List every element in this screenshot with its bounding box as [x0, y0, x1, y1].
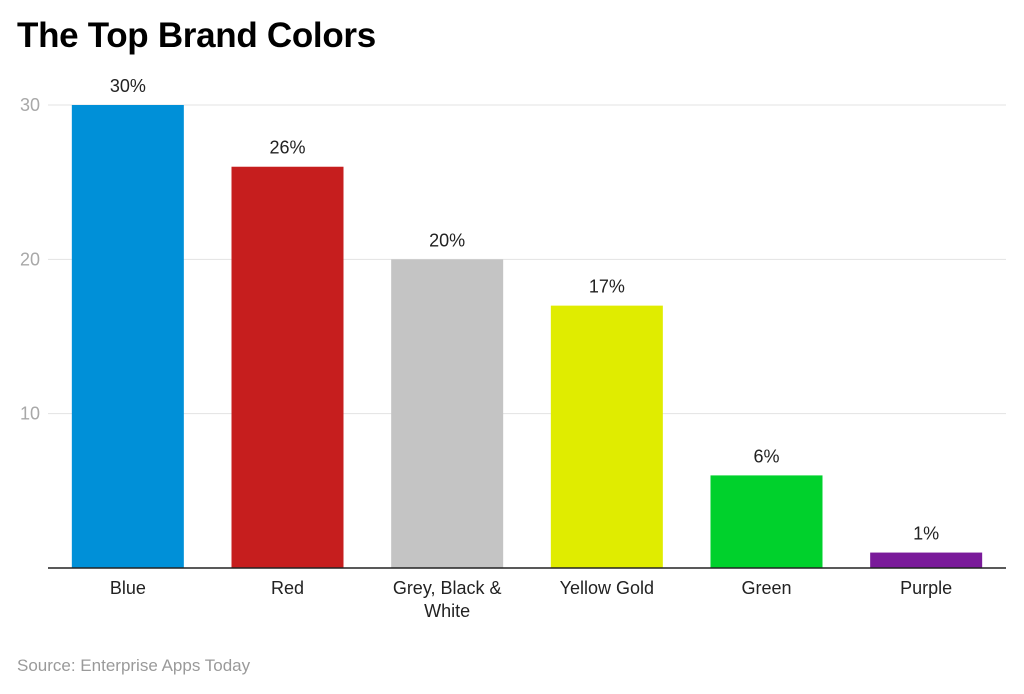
bar-yellow-gold: [550, 305, 663, 568]
bar-green: [710, 475, 823, 568]
data-label: 26%: [269, 138, 305, 158]
x-tick-label: Purple: [900, 578, 952, 598]
x-tick-label: Green: [741, 578, 791, 598]
data-label: 1%: [913, 524, 939, 544]
data-label: 17%: [589, 277, 625, 297]
data-label: 30%: [110, 76, 146, 96]
x-tick-label: Red: [271, 578, 304, 598]
x-tick-label: Blue: [110, 578, 146, 598]
bar-red: [231, 166, 344, 568]
x-axis-ticks: Blue Red Grey, Black & White Yellow Gold Gree…: [110, 578, 952, 621]
bar-blue: [71, 105, 184, 568]
chart-title: The Top Brand Colors: [17, 16, 376, 55]
y-tick-label: 30: [20, 95, 40, 115]
data-labels: 30% 26% 20% 17% 6% 1%: [110, 76, 939, 544]
y-tick-label: 20: [20, 249, 40, 269]
source-note: Source: Enterprise Apps Today: [17, 656, 251, 675]
bar-purple: [870, 552, 983, 568]
bar-grey-black-white: [391, 259, 504, 568]
data-label: 20%: [429, 230, 465, 250]
x-tick-label: Yellow Gold: [560, 578, 654, 598]
gridlines: [48, 104, 1006, 415]
y-axis-ticks: 10 20 30: [20, 95, 40, 424]
bars: [71, 105, 983, 568]
data-label: 6%: [753, 446, 779, 466]
y-tick-label: 10: [20, 404, 40, 424]
x-tick-label: Grey, Black & White: [393, 578, 502, 621]
